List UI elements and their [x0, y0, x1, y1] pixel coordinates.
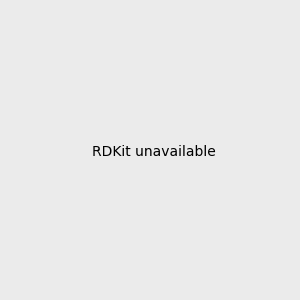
Text: RDKit unavailable: RDKit unavailable: [92, 145, 216, 158]
